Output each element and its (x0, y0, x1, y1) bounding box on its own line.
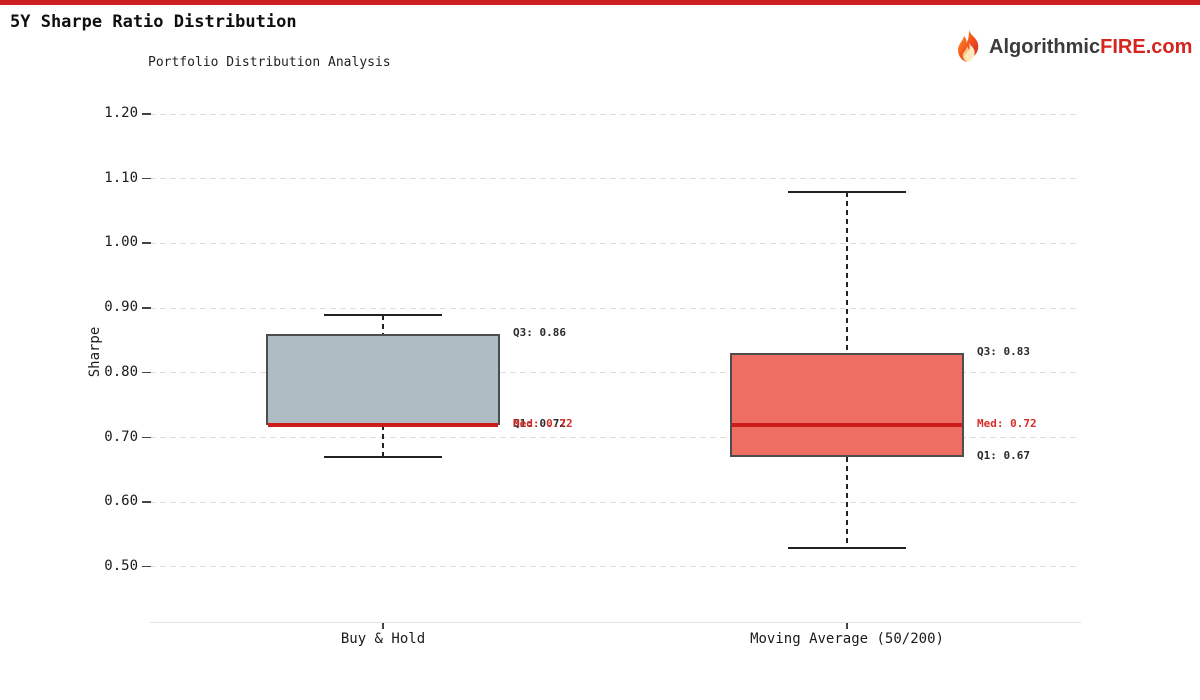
whisker-line (382, 424, 384, 457)
brand-logo: AlgorithmicFIRE.com (953, 28, 1192, 66)
annotation-label: Q1: 0.67 (977, 448, 1030, 462)
y-tick-label: 1.20 (104, 105, 138, 121)
gridline (150, 113, 1079, 115)
y-tick-mark (142, 565, 151, 568)
annotation-label: Med: 0.72 (977, 416, 1037, 430)
y-tick-mark (142, 436, 151, 439)
y-tick-label: 0.60 (104, 493, 138, 510)
y-tick-mark (142, 307, 151, 309)
y-tick-mark (142, 371, 151, 374)
y-tick-label: 0.80 (104, 363, 138, 380)
gridline (150, 178, 1079, 180)
gridline (150, 242, 1079, 244)
gridline (150, 307, 1079, 309)
x-axis-line (150, 622, 1081, 623)
y-tick-label: 1.00 (104, 234, 138, 251)
brand-name-tld: .com (1145, 35, 1193, 58)
x-tick-label: Moving Average (50/200) (750, 631, 944, 647)
x-tick-label: Buy & Hold (340, 631, 426, 647)
gridline (150, 566, 1079, 568)
y-tick-label: 0.90 (104, 299, 138, 316)
boxplot-box (730, 353, 964, 457)
whisker-cap (788, 190, 906, 193)
whisker-cap (324, 455, 442, 458)
brand-name-prefix: Algorithmic (989, 35, 1101, 58)
brand-logo-text: AlgorithmicFIRE.com (989, 36, 1192, 59)
brand-name-fire: FIRE (1100, 35, 1146, 58)
whisker-line (846, 191, 848, 354)
x-tick-mark (382, 623, 384, 629)
whisker-line (846, 456, 848, 548)
y-tick-mark (142, 177, 151, 180)
y-tick-label: 1.10 (104, 169, 138, 186)
page-title: 5Y Sharpe Ratio Distribution (10, 12, 297, 32)
top-accent-bar (0, 0, 1200, 5)
annotation-label: Q3: 0.83 (977, 345, 1030, 359)
whisker-line (382, 314, 384, 334)
x-tick-mark (846, 623, 848, 629)
median-line (732, 422, 962, 427)
median-line (268, 422, 498, 427)
annotation-label: Q3: 0.86 (513, 326, 566, 339)
gridline (150, 501, 1079, 503)
boxplot-box (266, 334, 500, 425)
annotation-label: Q1: 0.72 (513, 416, 566, 430)
y-tick-mark (142, 113, 151, 115)
y-tick-label: 0.70 (104, 428, 138, 445)
whisker-cap (788, 546, 906, 549)
gridline (150, 437, 1079, 439)
y-tick-mark (142, 501, 151, 503)
whisker-cap (324, 313, 442, 316)
gridline (150, 372, 1079, 374)
y-tick-label: 0.50 (104, 557, 138, 574)
chart-subtitle: Portfolio Distribution Analysis (148, 55, 391, 70)
flame-icon (953, 29, 985, 65)
y-tick-mark (142, 242, 151, 244)
annotation-label: Med: 0.72 (513, 416, 573, 430)
